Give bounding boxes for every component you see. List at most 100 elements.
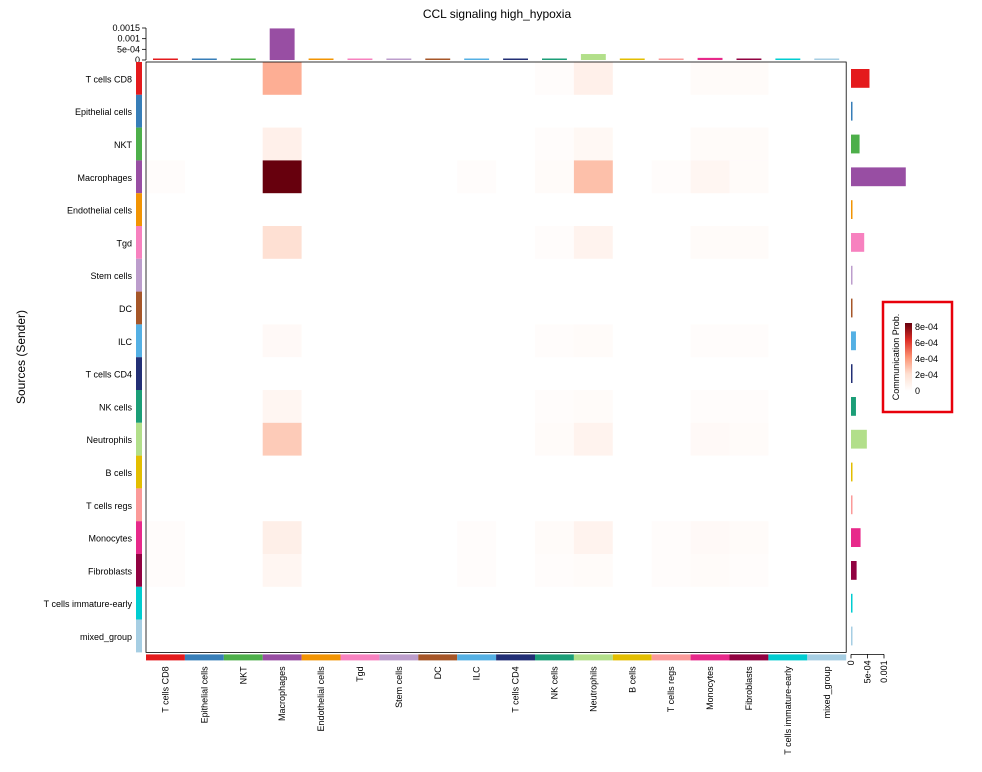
row-label: ILC bbox=[118, 337, 133, 347]
right-axis-tick-label: 0.001 bbox=[879, 660, 889, 683]
row-label: NKT bbox=[114, 140, 133, 150]
row-color-strip bbox=[136, 62, 142, 653]
legend-color-bar bbox=[905, 323, 912, 391]
heatmap-cell-2-10 bbox=[535, 127, 574, 161]
column-color-swatch bbox=[690, 654, 730, 661]
row-label: Endothelial cells bbox=[67, 206, 133, 216]
row-color-swatch bbox=[136, 488, 142, 522]
heatmap-cell-8-14 bbox=[690, 324, 730, 358]
heatmap-cell-3-8 bbox=[457, 160, 497, 194]
legend-highlight-box bbox=[881, 300, 954, 414]
top-bar bbox=[697, 57, 723, 60]
row-color-swatch bbox=[136, 324, 142, 358]
top-axis-tick-label: 5e-04 bbox=[117, 44, 140, 54]
heatmap-cell-14-13 bbox=[651, 521, 691, 554]
top-bar bbox=[775, 58, 801, 60]
row-label: mixed_group bbox=[80, 632, 132, 642]
chart-title: CCL signaling high_hypoxia bbox=[423, 7, 572, 21]
heatmap-cell-11-3 bbox=[262, 422, 302, 456]
heatmap-cell-14-3 bbox=[262, 521, 302, 554]
row-color-swatch bbox=[136, 422, 142, 456]
column-label: Endothelial cells bbox=[316, 666, 326, 732]
top-bar bbox=[619, 58, 645, 60]
column-color-swatch bbox=[729, 654, 769, 661]
heatmap-cell-3-14 bbox=[690, 160, 730, 194]
column-label: B cells bbox=[627, 666, 637, 693]
heatmap-cell-15-10 bbox=[535, 554, 574, 587]
right-bar bbox=[851, 561, 857, 580]
right-bar bbox=[851, 364, 853, 383]
top-bar bbox=[425, 58, 451, 60]
column-color-swatch bbox=[651, 654, 691, 661]
heatmap-cell-10-3 bbox=[262, 390, 302, 423]
row-label: Monocytes bbox=[88, 534, 132, 544]
heatmap-cell-8-3 bbox=[262, 324, 302, 358]
top-bar bbox=[269, 28, 295, 60]
heatmap-cell-0-3 bbox=[262, 62, 302, 95]
heatmap-cell-5-15 bbox=[729, 226, 769, 259]
row-color-swatch bbox=[136, 619, 142, 653]
column-label: T cells immature-early bbox=[783, 666, 793, 755]
right-bar bbox=[851, 233, 865, 252]
row-color-swatch bbox=[136, 357, 142, 390]
column-color-swatch bbox=[457, 654, 497, 661]
row-color-swatch bbox=[136, 291, 142, 325]
row-label: T cells regs bbox=[86, 501, 132, 511]
y-axis-label: Sources (Sender) bbox=[14, 310, 28, 404]
top-axis-tick-label: 0.001 bbox=[117, 34, 140, 44]
right-bar bbox=[851, 298, 853, 318]
right-bar bbox=[851, 167, 906, 187]
right-bar bbox=[851, 397, 856, 416]
right-bar-annotation bbox=[851, 69, 906, 646]
column-label: Neutrophils bbox=[588, 666, 598, 712]
heatmap-cell-10-11 bbox=[573, 390, 613, 423]
heatmap-cell-5-11 bbox=[573, 226, 613, 259]
heatmap-cell-10-10 bbox=[535, 390, 574, 423]
right-bar bbox=[851, 429, 867, 449]
heatmap-cell-14-15 bbox=[729, 521, 769, 554]
heatmap-cell-3-0 bbox=[146, 160, 185, 194]
top-bar bbox=[386, 58, 412, 60]
right-bar bbox=[851, 69, 870, 88]
heatmap-cell-3-15 bbox=[729, 160, 769, 194]
top-bar bbox=[503, 58, 528, 60]
heatmap-cell-0-14 bbox=[690, 62, 730, 95]
right-bar bbox=[851, 101, 853, 121]
row-label: T cells CD4 bbox=[86, 370, 132, 380]
heatmap-cell-2-15 bbox=[729, 127, 769, 161]
heatmap-cell-11-11 bbox=[573, 422, 613, 456]
legend-tick-label: 6e-04 bbox=[915, 338, 938, 348]
legend-tick-label: 8e-04 bbox=[915, 322, 938, 332]
heatmap-cell-0-11 bbox=[573, 62, 613, 95]
row-color-swatch bbox=[136, 127, 142, 161]
heatmap-cell-15-14 bbox=[690, 554, 730, 587]
column-label: T cells CD8 bbox=[160, 666, 170, 712]
right-bar bbox=[851, 200, 853, 219]
top-bar bbox=[658, 58, 684, 60]
heatmap-cell-10-15 bbox=[729, 390, 769, 423]
row-label: NK cells bbox=[99, 402, 133, 412]
heatmap-cell-14-14 bbox=[690, 521, 730, 554]
column-color-swatch bbox=[146, 654, 185, 661]
legend-tick-label: 4e-04 bbox=[915, 354, 938, 364]
heatmap-cell-14-11 bbox=[573, 521, 613, 554]
column-color-swatch bbox=[768, 654, 808, 661]
heatmap-cell-11-15 bbox=[729, 422, 769, 456]
right-axis-tick-label: 0 bbox=[846, 660, 856, 665]
row-label: Macrophages bbox=[77, 173, 132, 183]
top-bar bbox=[814, 58, 840, 60]
heatmap-cell-3-10 bbox=[535, 160, 574, 194]
heatmap-cell-14-0 bbox=[146, 521, 185, 554]
row-label: DC bbox=[119, 304, 132, 314]
heatmap-cell-14-8 bbox=[457, 521, 497, 554]
column-label: Fibroblasts bbox=[744, 666, 754, 711]
heatmap-cell-8-11 bbox=[573, 324, 613, 358]
heatmap-cell-3-13 bbox=[651, 160, 691, 194]
heatmap-cell-0-15 bbox=[729, 62, 769, 95]
column-label: DC bbox=[433, 666, 443, 679]
heatmap-cell-8-10 bbox=[535, 324, 574, 358]
legend-tick-label: 0 bbox=[915, 386, 920, 396]
heatmap-border bbox=[145, 61, 847, 653]
row-label: Fibroblasts bbox=[88, 566, 133, 576]
right-axis-tick-label: 5e-04 bbox=[863, 660, 873, 683]
